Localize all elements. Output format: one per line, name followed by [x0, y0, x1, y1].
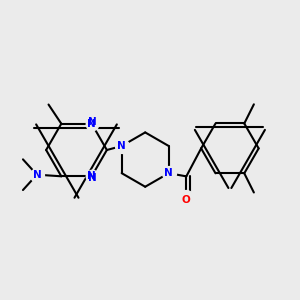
- Text: N: N: [88, 117, 96, 128]
- Text: N: N: [117, 141, 126, 151]
- Text: N: N: [164, 168, 173, 178]
- Text: N: N: [88, 172, 96, 183]
- Text: N: N: [87, 119, 96, 129]
- Text: N: N: [87, 171, 96, 181]
- Text: O: O: [182, 195, 191, 205]
- Text: N: N: [33, 170, 42, 180]
